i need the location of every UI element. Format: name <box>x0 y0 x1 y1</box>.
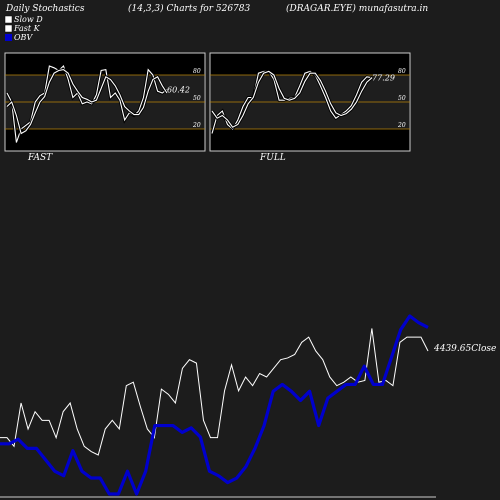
price-obv-area <box>0 314 429 496</box>
chart-symbol: (DRAGAR.EYE) munafasutra.in <box>286 3 428 14</box>
obv-line <box>0 314 429 496</box>
close-value: 4439.65 <box>433 344 471 354</box>
series-line-slow-d <box>6 69 168 135</box>
y-tick-label: 80 <box>193 68 201 75</box>
y-tick-label: 20 <box>397 122 406 129</box>
current-value-label: 60.42 <box>167 85 190 94</box>
close-suffix: Close <box>471 344 496 354</box>
y-tick-label: 50 <box>193 95 201 102</box>
slow-d-legend-label: Slow D <box>14 15 43 24</box>
fast-stochastic-panel: 20 50 80 60.42 <box>4 52 206 152</box>
chart-title: Daily Stochastics <box>5 4 85 14</box>
y-tick-label: 80 <box>398 68 406 75</box>
obv-legend-label: OBV <box>14 33 33 42</box>
fast-panel-label: FAST <box>27 153 53 163</box>
y-tick-label: 20 <box>192 122 201 129</box>
chart-params: (14,3,3) Charts for 526783 <box>128 3 250 14</box>
close-price-line <box>0 328 429 456</box>
fast-k-legend-swatch <box>4 24 13 33</box>
current-value-label: 77.29 <box>372 74 395 83</box>
full-panel-label: FULL <box>259 153 286 163</box>
y-tick-label: 50 <box>398 95 406 102</box>
close-value-label: 4439.65Close <box>433 344 496 354</box>
series-line-slow-d <box>211 70 373 128</box>
fast-k-legend-label: Fast K <box>13 24 41 33</box>
series-line-fast-k <box>6 65 168 143</box>
obv-legend-swatch <box>5 34 12 41</box>
slow-d-legend-swatch <box>4 15 13 24</box>
